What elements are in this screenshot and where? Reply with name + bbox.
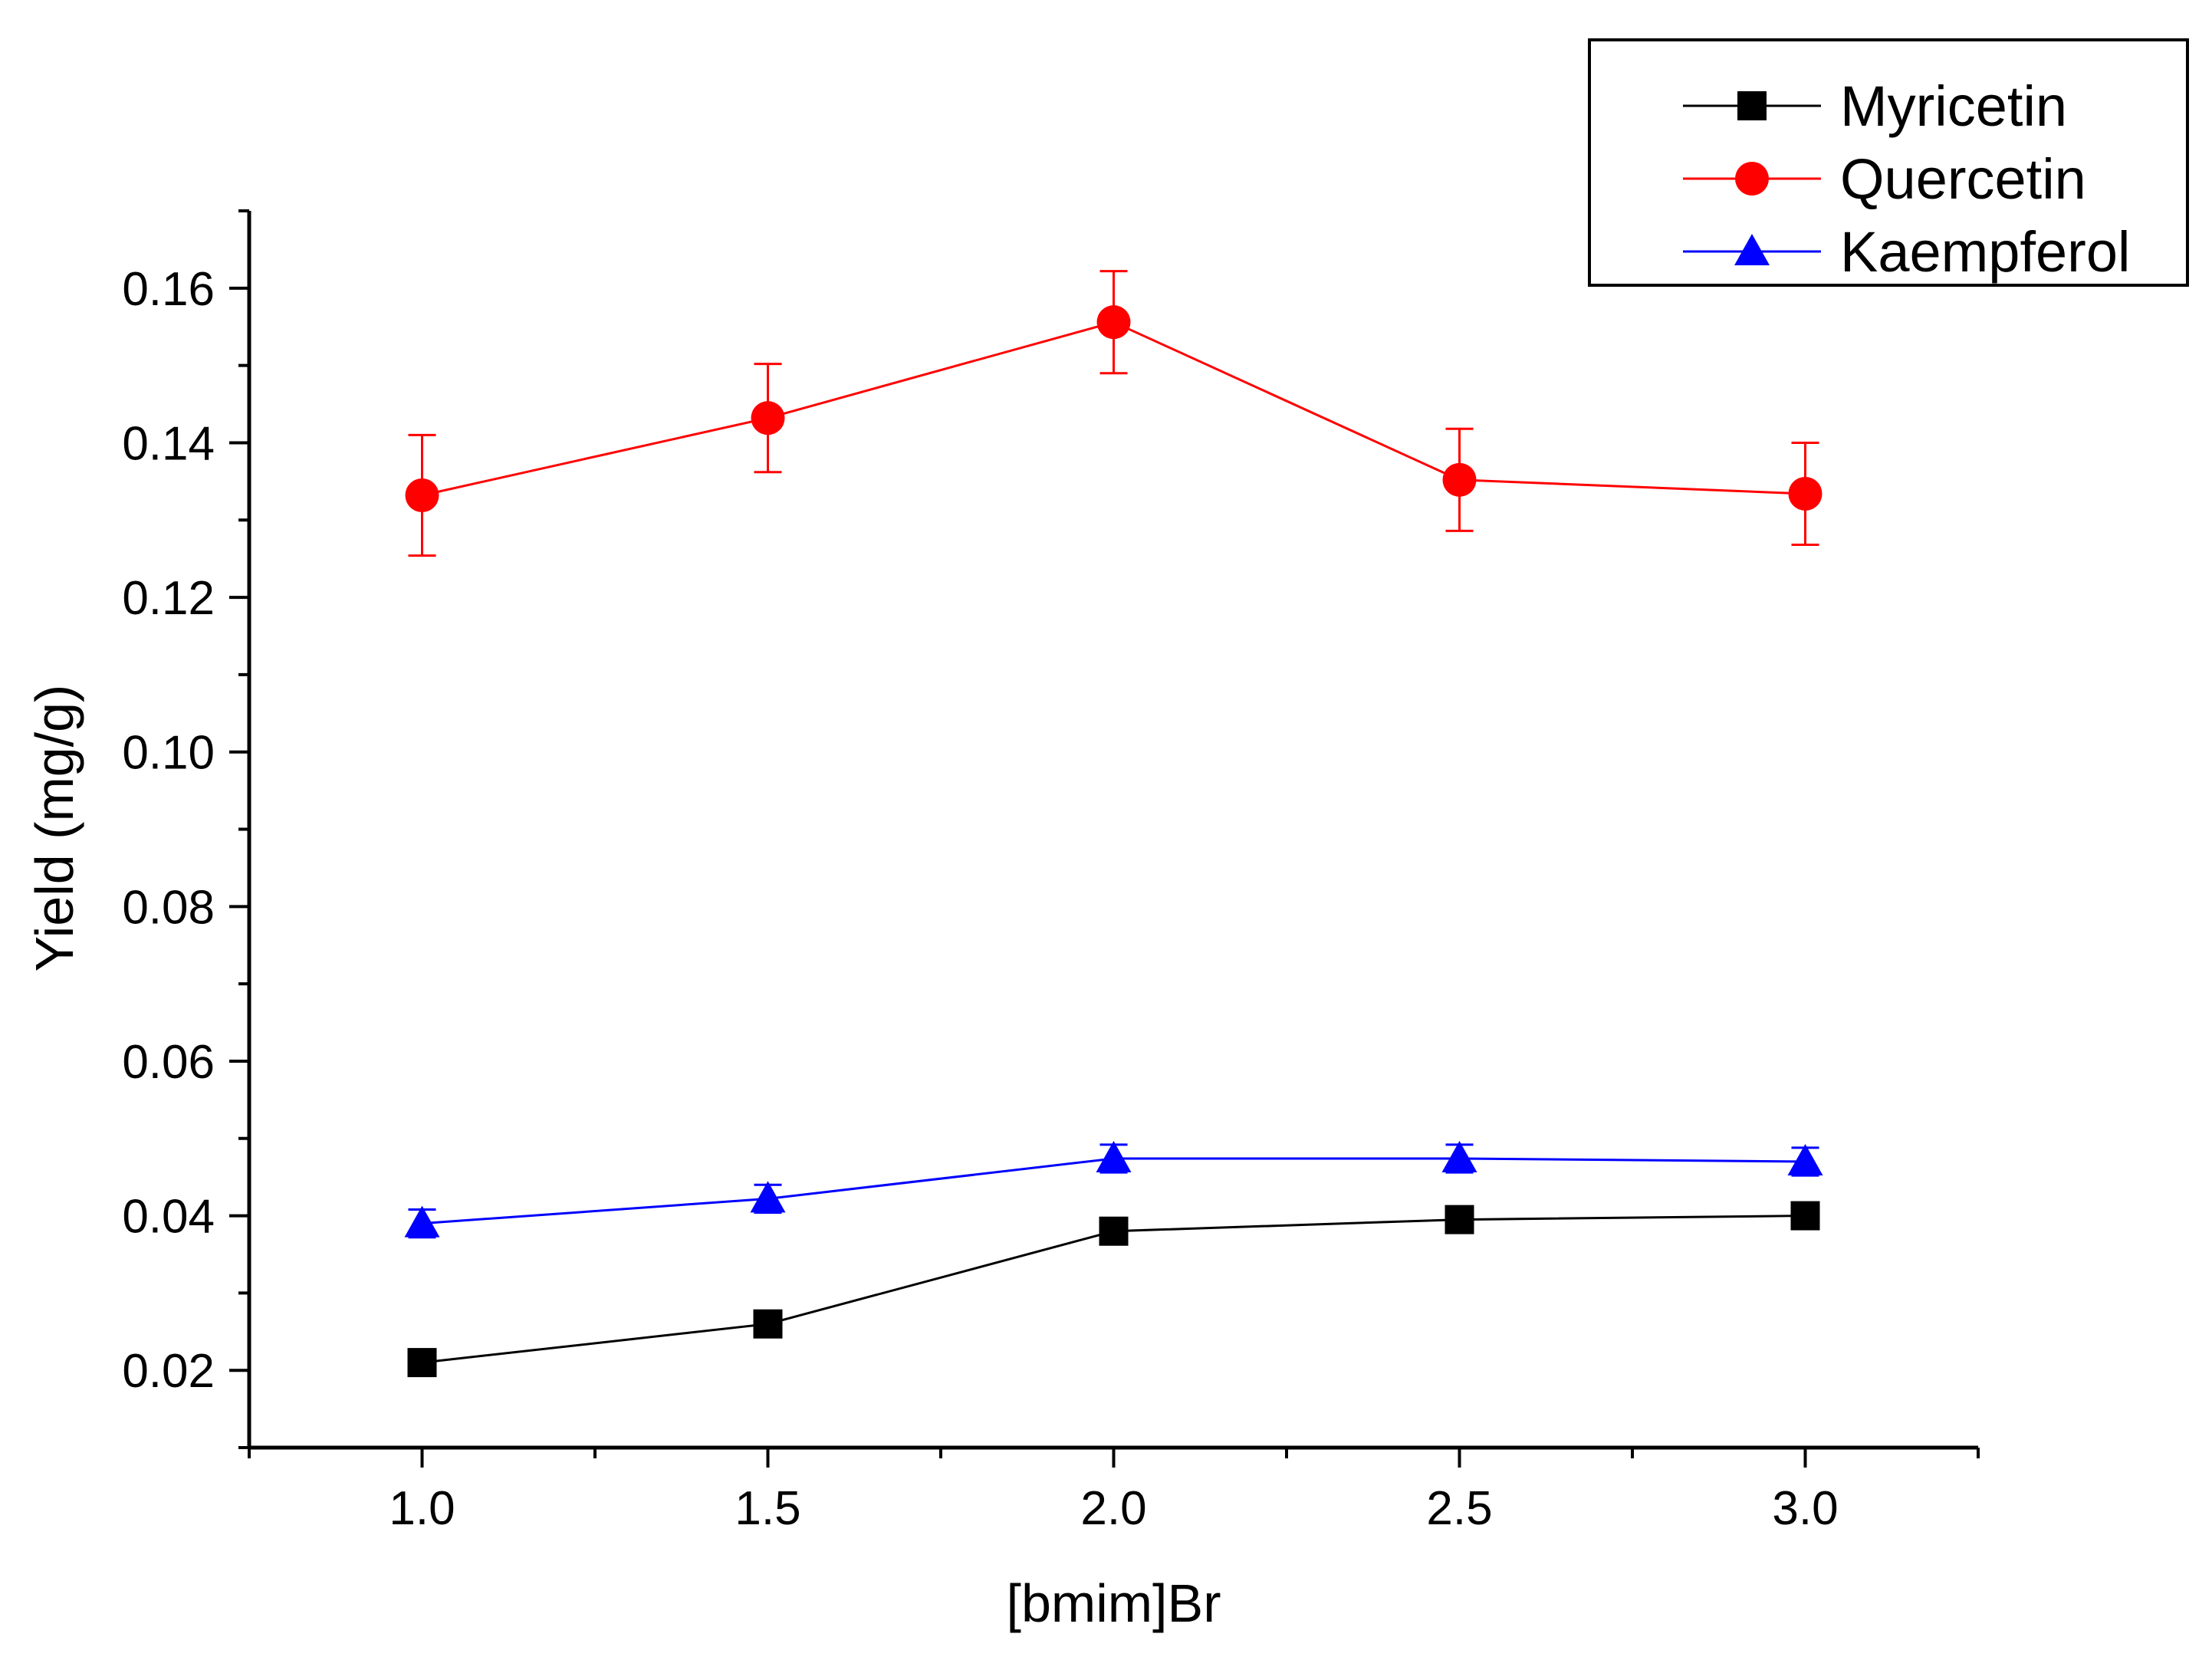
series-myricetin xyxy=(407,1201,1820,1378)
y-tick-label: 0.06 xyxy=(122,1036,215,1089)
kaempferol-point xyxy=(750,1181,786,1213)
legend-label-myricetin: Myricetin xyxy=(1840,74,2067,138)
myricetin-point xyxy=(1790,1201,1820,1231)
y-axis-title: Yield (mg/g) xyxy=(25,685,84,972)
kaempferol-point xyxy=(1096,1140,1132,1172)
legend-marker-quercetin xyxy=(1735,162,1769,196)
x-axis-title: [bmim]Br xyxy=(1007,1573,1221,1633)
legend-item-myricetin: Myricetin xyxy=(1683,74,2067,138)
series-quercetin xyxy=(405,270,1823,557)
quercetin-point xyxy=(405,478,439,512)
legend-marker-myricetin xyxy=(1737,91,1767,120)
axes: 1.0 1.5 2.0 2.5 3.0 0.02 0.04 0.06 0.08 0.10 0.12 0… xyxy=(122,209,1980,1535)
x-tick-label: 2.5 xyxy=(1426,1482,1492,1535)
y-tick-label: 0.12 xyxy=(122,572,215,625)
legend-label-kaempferol: Kaempferol xyxy=(1840,220,2130,284)
quercetin-point xyxy=(1442,462,1477,497)
y-tick-label: 0.02 xyxy=(122,1345,215,1398)
y-tick-label: 0.04 xyxy=(122,1191,215,1244)
x-tick-label: 3.0 xyxy=(1772,1482,1838,1535)
y-tick-label: 0.10 xyxy=(122,727,215,780)
myricetin-point xyxy=(1445,1205,1474,1234)
kaempferol-point xyxy=(404,1205,440,1238)
x-tick-label: 1.5 xyxy=(735,1482,800,1535)
legend-item-quercetin: Quercetin xyxy=(1683,147,2086,211)
legend: Myricetin Quercetin Kaempferol xyxy=(1588,38,2189,287)
series-layer xyxy=(404,270,1823,1378)
y-tick-label: 0.14 xyxy=(122,417,215,470)
quercetin-point xyxy=(1788,476,1823,511)
legend-marker-kaempferol xyxy=(1734,234,1770,265)
kaempferol-point xyxy=(1441,1140,1477,1172)
series-kaempferol xyxy=(404,1140,1823,1239)
myricetin-point xyxy=(753,1309,783,1339)
myricetin-point xyxy=(1099,1216,1129,1246)
quercetin-point xyxy=(751,401,785,436)
legend-box xyxy=(1588,38,2189,287)
legend-item-kaempferol: Kaempferol xyxy=(1683,220,2130,284)
myricetin-point xyxy=(407,1348,437,1378)
legend-label-quercetin: Quercetin xyxy=(1840,147,2086,211)
kaempferol-point xyxy=(1787,1143,1823,1175)
x-tick-label: 2.0 xyxy=(1080,1482,1146,1535)
x-tick-label: 1.0 xyxy=(389,1482,455,1535)
y-tick-label: 0.16 xyxy=(122,263,215,316)
y-tick-label: 0.08 xyxy=(122,881,215,934)
quercetin-point xyxy=(1096,305,1131,340)
